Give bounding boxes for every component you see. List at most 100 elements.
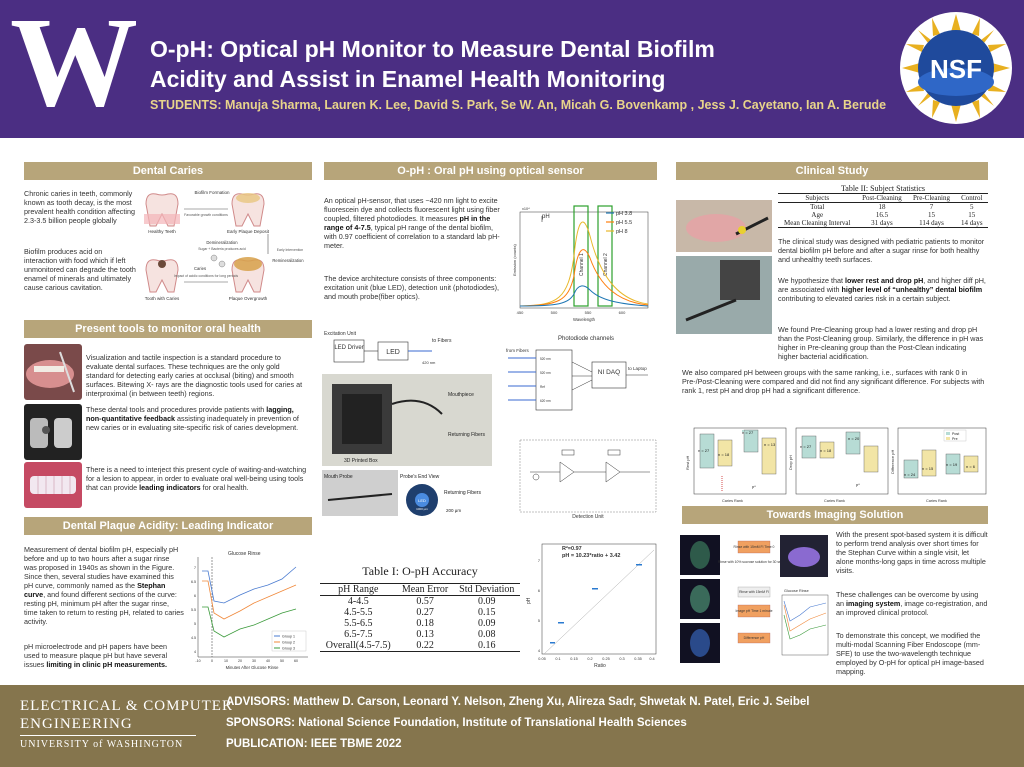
svg-text:p*: p* xyxy=(856,482,860,487)
svg-text:Photodiode channels: Photodiode channels xyxy=(558,336,614,342)
title-line-2: Acidity and Assist in Enamel Health Moni… xyxy=(150,66,666,92)
svg-text:7: 7 xyxy=(538,559,540,563)
svg-text:Ratio: Ratio xyxy=(594,663,606,669)
clinical-paragraph-3: We found Pre-Cleaning group had a lower … xyxy=(778,325,984,361)
svg-text:LED: LED xyxy=(418,498,426,503)
svg-text:-10: -10 xyxy=(195,659,200,663)
svg-text:n = 27: n = 27 xyxy=(698,448,710,453)
imaging-paragraph-3: To demonstrate this concept, we modified… xyxy=(836,631,984,676)
svg-text:n = 13: n = 13 xyxy=(764,442,776,447)
svg-text:550: 550 xyxy=(585,310,592,315)
table-row: Mean Cleaning Interval 31 days 114 days 14 … xyxy=(783,219,983,227)
svg-text:to Fibers: to Fibers xyxy=(432,338,452,344)
svg-text:p*: p* xyxy=(752,484,756,489)
table-accuracy-title: Table I: O-pH Accuracy xyxy=(362,564,478,578)
sponsors-line: SPONSORS: National Science Foundation, I… xyxy=(226,717,687,729)
svg-text:n = 20: n = 20 xyxy=(848,436,860,441)
footer-divider xyxy=(20,735,196,736)
svg-text:0.3: 0.3 xyxy=(619,657,624,661)
emission-ylabel: Emission (counts) xyxy=(512,244,517,276)
svg-text:5: 5 xyxy=(194,622,196,626)
svg-text:10: 10 xyxy=(224,659,228,663)
biofilm-formation-label: Biofilm Formation xyxy=(194,190,230,195)
table-accuracy: Table I: O-pH Accuracy pH Range Mean Erro… xyxy=(320,564,520,652)
plaque-overgrowth-icon xyxy=(231,257,265,293)
clinical-paragraph-2: We hypothesize that lower rest and drop … xyxy=(778,276,986,303)
svg-text:6: 6 xyxy=(194,594,196,598)
svg-text:40: 40 xyxy=(266,659,270,663)
svg-text:5: 5 xyxy=(538,619,540,623)
svg-text:Difference pH: Difference pH xyxy=(890,450,895,474)
table-row: 4-4.5 0.57 0.09 xyxy=(347,596,496,607)
teeth-smile-image xyxy=(24,462,82,508)
boxplot-rest-ph: Rest pH n = 27 n = 18 n = 27 n = 13 p* Carie… xyxy=(685,427,787,503)
svg-text:pH: pH xyxy=(526,597,532,604)
title-line-1: O-pH: Optical pH Monitor to Measure Dent… xyxy=(150,36,715,62)
accuracy-table: pH Range Mean Error Std Deviation 4-4.5 0.5… xyxy=(320,583,520,652)
svg-text:5.5: 5.5 xyxy=(191,608,196,612)
channel-1-label: Channel 1 xyxy=(579,253,585,276)
svg-text:NI DAQ: NI DAQ xyxy=(598,369,620,376)
dental-inspection-image xyxy=(24,344,82,400)
svg-text:from Fibers: from Fibers xyxy=(506,348,530,353)
svg-text:Glucose Rinse: Glucose Rinse xyxy=(784,589,809,593)
svg-text:4.5: 4.5 xyxy=(191,636,196,640)
early-plaque-label: Early Plaque Deposit xyxy=(227,229,270,234)
svg-text:n = 19: n = 19 xyxy=(946,462,958,467)
section-heading-imaging: Towards Imaging Solution xyxy=(682,506,988,524)
uw-logo: W xyxy=(10,0,138,133)
healthy-teeth-icon xyxy=(144,193,180,227)
svg-text:1000 μm: 1000 μm xyxy=(416,507,428,511)
svg-text:Rinse with 15mM Fl: Rinse with 15mM Fl xyxy=(739,590,769,594)
plaque-paragraph-1: Measurement of dental biofilm pH, especi… xyxy=(24,545,184,626)
svg-text:pH = 10.23*ratio + 3.42: pH = 10.23*ratio + 3.42 xyxy=(562,553,620,559)
channel-2-label: Channel 2 xyxy=(603,253,609,276)
series-group-3 xyxy=(202,606,297,638)
svg-text:Group 1: Group 1 xyxy=(282,635,295,639)
stephan-xticks: -10 0 10 20 30 40 50 60 xyxy=(195,659,298,663)
stephan-legend xyxy=(271,630,307,652)
svg-text:LED Driver: LED Driver xyxy=(334,345,363,351)
svg-text:n = 18: n = 18 xyxy=(820,448,832,453)
footer-banner xyxy=(0,685,1024,767)
uw-wordmark: UNIVERSITY of WASHINGTON xyxy=(20,739,184,750)
tools-paragraph-2: These dental tools and procedures provid… xyxy=(86,405,299,432)
svg-text:Caries Rank: Caries Rank xyxy=(722,499,743,503)
svg-text:Group 3: Group 3 xyxy=(282,647,295,651)
emission-spectrum-chart: x10⁴ Emission (counts) pH Channel 1 Chan… xyxy=(512,205,649,322)
table-row: Overall(4.5-7.5) 0.22 0.16 xyxy=(325,640,496,651)
plaque-paragraph-2: pH microelectrode and pH papers have bee… xyxy=(24,642,168,669)
publication-line: PUBLICATION: IEEE TBME 2022 xyxy=(226,738,402,750)
tooth-with-caries-icon xyxy=(145,259,179,293)
svg-text:LED: LED xyxy=(386,349,400,356)
svg-text:200 μm: 200 μm xyxy=(446,508,461,513)
svg-text:Rest pH: Rest pH xyxy=(685,455,690,470)
svg-text:Rinse with 10% sucrose solutio: Rinse with 10% sucrose solution for 30 s… xyxy=(718,560,790,564)
svg-text:Detection Unit: Detection Unit xyxy=(572,514,604,520)
ece-logo-line-2: ENGINEERING xyxy=(20,716,133,732)
svg-text:0.1: 0.1 xyxy=(555,657,560,661)
table-row: Total 18 7 5 xyxy=(810,203,974,211)
mouth-probe-diagram: Mouth Probe Probe's End View LED 1000 μm… xyxy=(322,470,481,516)
section-heading-plaque: Dental Plaque Acidity: Leading Indicator xyxy=(24,517,312,535)
svg-text:0.2: 0.2 xyxy=(587,657,592,661)
svg-text:Image pH Time 1 minute: Image pH Time 1 minute xyxy=(736,609,773,613)
caries-cycle-diagram: Healthy Teeth Early Plaque Deposit Biofi… xyxy=(144,190,304,301)
svg-text:to Laptop: to Laptop xyxy=(628,366,647,371)
section-heading-tools: Present tools to monitor oral health xyxy=(24,320,312,338)
boxplot-drop-ph: Drop pH n = 27 n = 18 n = 20 p* Caries Rank xyxy=(788,427,889,503)
bitewing-xray-image xyxy=(24,404,82,460)
healthy-label: Healthy Teeth xyxy=(148,229,176,234)
svg-text:n = 27: n = 27 xyxy=(742,430,754,435)
svg-text:n = 27: n = 27 xyxy=(800,444,812,449)
header-banner xyxy=(0,0,1024,138)
svg-text:Drop pH: Drop pH xyxy=(788,455,793,470)
svg-text:520 nm: 520 nm xyxy=(540,357,551,361)
svg-text:0.15: 0.15 xyxy=(570,657,577,661)
table-row: 5.5-6.5 0.18 0.09 xyxy=(344,618,496,629)
svg-text:520 nm: 520 nm xyxy=(540,371,551,375)
section-heading-oph: O-pH : Oral pH using optical sensor xyxy=(324,162,657,180)
early-plaque-icon xyxy=(231,193,265,227)
